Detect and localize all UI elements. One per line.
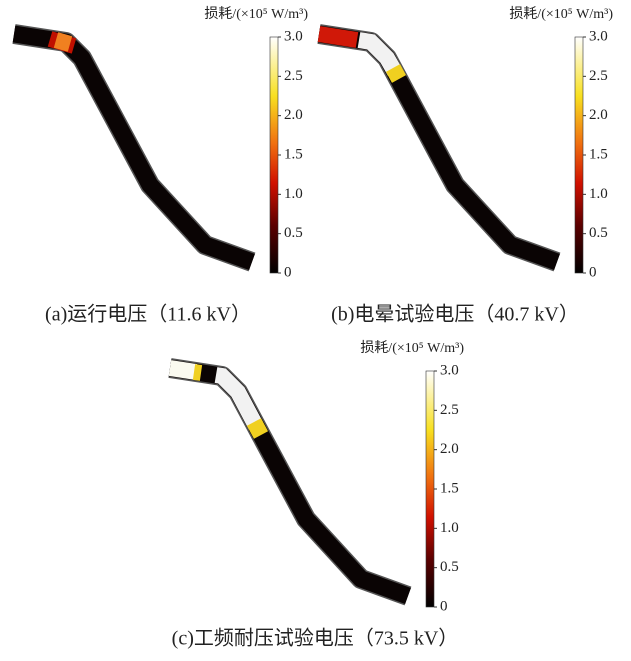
tick-label: 1.5: [440, 480, 459, 496]
colorbar: [270, 37, 278, 273]
hotspot: [254, 422, 261, 435]
colorbar-title: 损耗/(×10⁵ W/m³): [509, 6, 613, 22]
hotspot: [393, 68, 399, 79]
tick-label: 2.0: [589, 107, 608, 123]
tick-label: 0.5: [589, 225, 608, 241]
tick-label: 3.0: [284, 28, 303, 44]
tick-label: 2.5: [589, 68, 608, 84]
busbar: [319, 34, 557, 262]
figure: 3.0 2.5 2.0 1.5 1.0 0.5 0 损耗/(×10⁵ W/m³) (a)运行电压…: [0, 0, 631, 661]
tick-label: 1.0: [589, 186, 608, 202]
hotspot: [56, 40, 70, 44]
tick-label: 1.5: [284, 146, 303, 162]
hotspot: [319, 34, 357, 40]
tick-label: 2.5: [440, 402, 459, 418]
hotspot: [170, 368, 196, 372]
caption: (b)电晕试验电压（40.7 kV）: [331, 303, 579, 326]
colorbar-title: 损耗/(×10⁵ W/m³): [360, 340, 464, 356]
hotspot: [359, 40, 395, 72]
tick-label: 1.5: [589, 146, 608, 162]
tick-label: 2.0: [440, 441, 459, 457]
colorbar-title: 损耗/(×10⁵ W/m³): [204, 6, 308, 22]
tick-label: 1.0: [440, 520, 459, 536]
busbar: [14, 34, 252, 262]
hotspot: [216, 375, 256, 426]
tick-label: 3.0: [589, 28, 608, 44]
tick-label: 0: [284, 264, 292, 280]
busbar: [170, 368, 408, 596]
tick-label: 0.5: [284, 225, 303, 241]
tick-label: 3.0: [440, 362, 459, 378]
tick-label: 0: [589, 264, 597, 280]
colorbar: [426, 371, 434, 607]
caption: (a)运行电压（11.6 kV）: [45, 303, 251, 326]
hotspot: [194, 372, 201, 373]
colorbar: [575, 37, 583, 273]
tick-label: 0: [440, 598, 448, 614]
tick-label: 1.0: [284, 186, 303, 202]
tick-label: 2.5: [284, 68, 303, 84]
tick-label: 2.0: [284, 107, 303, 123]
tick-label: 0.5: [440, 559, 459, 575]
caption: (c)工频耐压试验电压（73.5 kV）: [172, 627, 459, 650]
